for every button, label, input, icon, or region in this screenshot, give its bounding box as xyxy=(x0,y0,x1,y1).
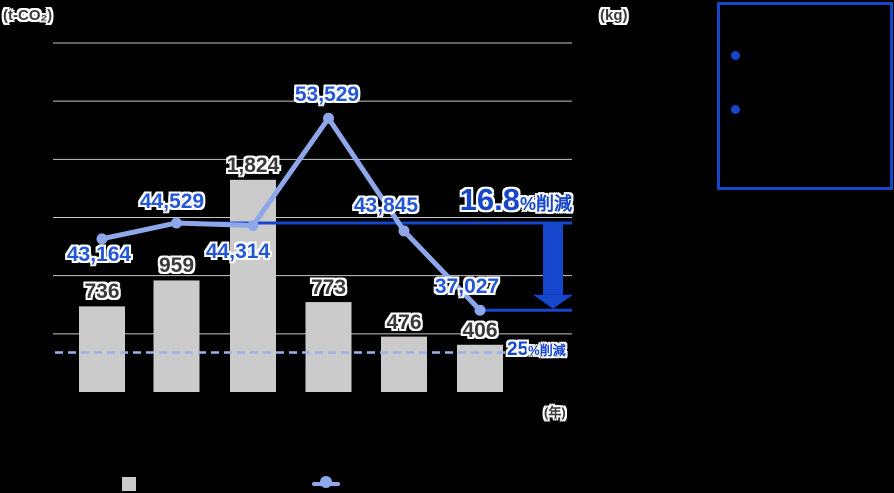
line-point xyxy=(398,225,410,237)
left-axis-unit-label: (t-CO₂) xyxy=(3,7,53,24)
line-point xyxy=(171,217,182,229)
bar xyxy=(381,336,427,392)
bar-value-label: 406 xyxy=(462,318,498,342)
line-value-label: 37,027 xyxy=(434,275,500,298)
trend-line xyxy=(99,115,483,313)
x-axis-year-label: (年) xyxy=(544,405,566,420)
bar-value-label: 736 xyxy=(84,280,120,304)
reduction-annotation: 16.8%削減 xyxy=(460,184,572,215)
bar xyxy=(305,302,352,392)
right-axis-unit-label: (kg) xyxy=(600,7,628,24)
line-point xyxy=(474,304,486,316)
bar-value-label: 476 xyxy=(386,310,422,334)
line-point xyxy=(96,233,108,245)
bar-value-label: 773 xyxy=(310,276,347,300)
legend-bar-swatch-icon xyxy=(122,477,136,491)
line-point xyxy=(247,219,259,231)
bar xyxy=(230,179,276,392)
line-point xyxy=(323,112,334,124)
bullet-icon xyxy=(731,51,740,60)
line-value-label: 43,845 xyxy=(353,194,419,217)
bar-value-label: 959 xyxy=(158,254,195,278)
line-value-label: 44,529 xyxy=(139,190,205,213)
bullet-icon xyxy=(731,105,740,114)
reduction-arrow-shaft xyxy=(543,224,563,295)
line-value-label: 53,529 xyxy=(294,83,360,106)
reduction-arrow-head-icon xyxy=(533,294,573,309)
reduction-percent-suffix: %削減 xyxy=(519,194,572,214)
target-percent-value: 25 xyxy=(507,339,529,360)
target-percent-suffix: %削減 xyxy=(528,343,566,358)
reduction-percent-value: 16.8 xyxy=(459,182,520,217)
legend-line-marker-icon xyxy=(320,476,332,488)
target-annotation: 25%削減 xyxy=(507,340,566,359)
info-box xyxy=(717,2,893,190)
bar xyxy=(79,306,125,392)
line-value-label: 44,314 xyxy=(205,240,271,263)
line-value-label: 43,164 xyxy=(66,243,132,266)
bar xyxy=(153,280,200,392)
legend xyxy=(0,470,894,493)
bar-value-label: 1,824 xyxy=(226,153,280,177)
